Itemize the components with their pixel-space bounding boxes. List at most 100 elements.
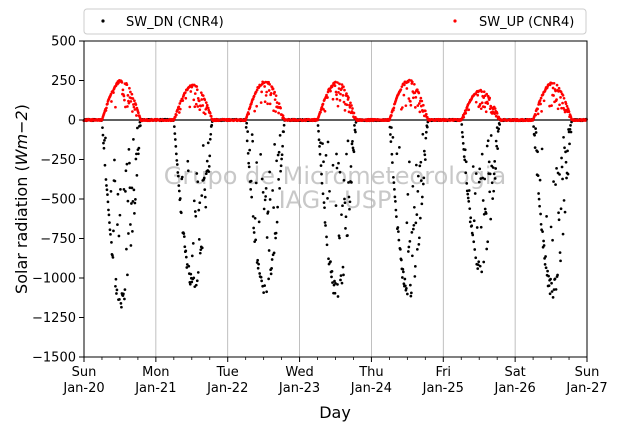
- sw-up-point: [197, 99, 201, 103]
- legend: SW_DN (CNR4) SW_UP (CNR4): [83, 8, 587, 35]
- sw-dn-point: [259, 275, 263, 279]
- sw-up-point: [550, 104, 553, 107]
- sw-dn-point: [492, 172, 496, 176]
- sw-dn-point: [205, 159, 209, 163]
- sw-up-point: [203, 98, 207, 102]
- sw-dn-point: [485, 144, 489, 148]
- sw-up-point: [132, 105, 136, 109]
- sw-up-point: [390, 114, 393, 117]
- sw-dn-point: [123, 288, 127, 291]
- sw-dn-point: [274, 231, 278, 235]
- sw-dn-point: [410, 254, 414, 258]
- sw-dn-point: [542, 239, 545, 243]
- sw-dn-point: [417, 236, 421, 240]
- sw-dn-point: [419, 179, 423, 183]
- sw-dn-point: [194, 283, 198, 287]
- sw-dn-point: [538, 178, 542, 182]
- x-axis-title: Day: [319, 403, 351, 422]
- sw-dn-point: [128, 161, 131, 165]
- sw-up-point: [333, 84, 337, 88]
- sw-dn-point: [557, 211, 560, 215]
- sw-dn-point: [417, 242, 421, 246]
- sw-dn-point: [391, 161, 394, 164]
- sw-dn-point: [539, 222, 543, 226]
- sw-up-point: [552, 81, 556, 85]
- sw-dn-point: [130, 186, 134, 190]
- sw-dn-point: [331, 163, 335, 167]
- sw-up-point: [121, 88, 125, 92]
- sw-up-point: [347, 96, 350, 99]
- sw-dn-point: [466, 196, 470, 200]
- sw-dn-point: [324, 153, 328, 157]
- sw-dn-point: [131, 200, 135, 203]
- sw-dn-point: [541, 230, 544, 233]
- sw-dn-point: [132, 188, 136, 192]
- sw-up-point: [188, 105, 192, 109]
- sw-dn-point: [488, 190, 492, 194]
- sw-up-point: [540, 110, 543, 113]
- sw-up-point: [128, 86, 131, 90]
- sw-dn-point: [348, 200, 352, 204]
- sw-dn-point: [418, 164, 422, 168]
- sw-dn-point: [544, 266, 548, 270]
- sw-dn-point: [474, 172, 478, 175]
- sw-dn-point: [250, 195, 254, 199]
- sw-up-point: [336, 81, 339, 84]
- sw-dn-point: [270, 267, 273, 270]
- sw-dn-point: [403, 277, 407, 281]
- sw-dn-point: [392, 181, 396, 184]
- sw-dn-point: [539, 212, 542, 216]
- sw-dn-point: [256, 266, 260, 270]
- sw-dn-point: [419, 160, 423, 164]
- sw-dn-point: [344, 215, 348, 219]
- sw-up-point: [416, 104, 420, 107]
- y-tick-label: −500: [40, 193, 76, 208]
- sw-dn-point: [460, 130, 464, 134]
- sw-up-point: [542, 99, 546, 103]
- sw-up-point: [337, 91, 340, 94]
- sw-dn-point: [563, 210, 567, 214]
- sw-up-point: [184, 96, 188, 100]
- sw-up-point: [339, 92, 342, 96]
- sw-up-point: [486, 102, 490, 105]
- sw-dn-point: [552, 288, 556, 291]
- sw-dn-point: [407, 250, 410, 253]
- sw-up-point: [550, 81, 554, 85]
- sw-dn-point: [247, 165, 251, 169]
- sw-dn-point: [558, 173, 561, 176]
- sw-up-point: [133, 99, 136, 103]
- sw-up-point: [275, 101, 279, 104]
- sw-up-point: [418, 110, 422, 114]
- sw-dn-point: [485, 247, 489, 251]
- sw-up-point: [267, 80, 270, 84]
- sw-up-point: [208, 111, 212, 115]
- sw-dn-point: [561, 177, 564, 181]
- sw-up-point: [129, 100, 133, 103]
- sw-up-point: [485, 92, 489, 96]
- sw-up-point: [195, 85, 199, 88]
- sw-up-point: [252, 94, 256, 98]
- sw-dn-point: [321, 142, 324, 145]
- sw-dn-point: [174, 144, 178, 148]
- sw-dn-point: [532, 125, 535, 128]
- sw-dn-point: [402, 282, 406, 286]
- sw-dn-point: [483, 207, 487, 211]
- grid: [155, 41, 516, 357]
- sw-up-point: [488, 96, 492, 100]
- sw-up-point: [135, 114, 138, 117]
- sw-dn-point: [398, 146, 401, 149]
- sw-dn-point: [467, 200, 471, 203]
- sw-dn-point: [320, 172, 323, 176]
- sw-dn-point: [407, 245, 411, 249]
- legend-frame: [83, 8, 587, 35]
- sw-dn-point: [279, 164, 283, 168]
- sw-dn-point: [413, 264, 417, 268]
- sw-dn-point: [341, 204, 344, 208]
- sw-dn-point: [268, 198, 272, 201]
- sw-up-point: [482, 90, 486, 94]
- sw-dn-point: [184, 255, 188, 259]
- sw-up-point: [264, 94, 268, 97]
- sw-dn-point: [257, 262, 261, 266]
- sw-dn-point: [483, 177, 487, 181]
- sw-dn-point: [481, 199, 485, 202]
